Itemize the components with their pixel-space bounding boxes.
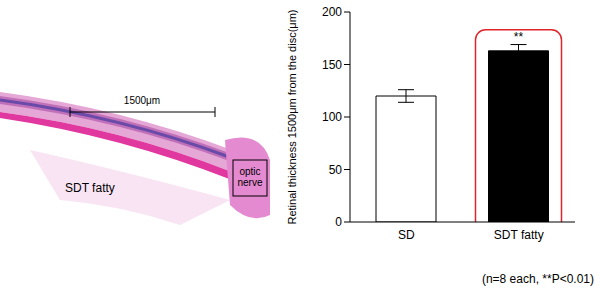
svg-text:1500μm: 1500μm <box>124 95 160 106</box>
svg-text:SD: SD <box>398 228 415 242</box>
svg-text:200: 200 <box>322 5 342 19</box>
svg-text:0: 0 <box>335 215 342 229</box>
svg-text:SDT fatty: SDT fatty <box>65 181 115 195</box>
svg-text:SDT fatty: SDT fatty <box>494 228 544 242</box>
svg-text:150: 150 <box>322 58 342 72</box>
svg-text:Retinal thickness 1500μm from: Retinal thickness 1500μm from the disc(μ… <box>286 9 298 224</box>
html-text:(n=8 each, **P<0.01): (n=8 each, **P<0.01) <box>481 272 594 286</box>
svg-text:50: 50 <box>329 163 343 177</box>
svg-text:**: ** <box>514 30 524 44</box>
svg-text:opticnerve: opticnerve <box>237 166 262 188</box>
svg-text:100: 100 <box>322 110 342 124</box>
